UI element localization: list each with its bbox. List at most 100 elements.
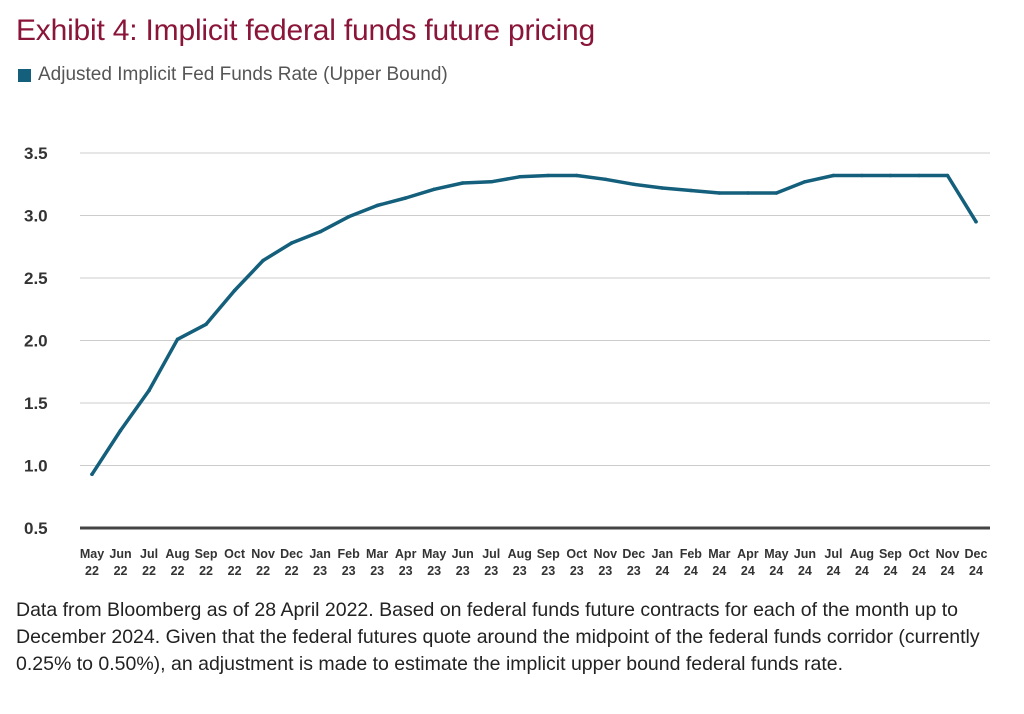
data-point [432, 187, 436, 192]
data-point [90, 472, 94, 477]
gridlines [80, 152, 990, 530]
data-point [831, 173, 836, 178]
x-tick-year: 24 [684, 564, 698, 578]
x-tick-month: Sep [537, 547, 560, 561]
y-tick-label: 3.5 [24, 144, 48, 163]
x-tick-month: Dec [965, 547, 988, 561]
x-tick-month: May [764, 547, 788, 561]
x-tick-year: 22 [85, 564, 99, 578]
data-point [346, 214, 351, 219]
data-point [175, 337, 180, 342]
data-point [147, 388, 151, 393]
x-tick-year: 24 [655, 564, 669, 578]
x-tick-year: 24 [912, 564, 926, 578]
x-tick-month: May [422, 547, 446, 561]
x-tick-month: Dec [622, 547, 645, 561]
x-tick-year: 23 [370, 564, 384, 578]
data-point [574, 173, 579, 178]
x-tick-month: Oct [909, 547, 931, 561]
data-point [632, 182, 636, 187]
data-point [860, 173, 864, 178]
data-point [603, 177, 608, 182]
x-tick-month: Aug [850, 547, 874, 561]
x-tick-month: Mar [366, 547, 388, 561]
x-tick-year: 22 [199, 564, 213, 578]
data-point [204, 322, 208, 327]
data-point [232, 288, 237, 293]
x-tick-month: Jul [482, 547, 500, 561]
data-point [375, 203, 379, 208]
x-tick-year: 22 [142, 564, 156, 578]
x-tick-year: 23 [627, 564, 641, 578]
x-tick-year: 22 [285, 564, 299, 578]
y-tick-label: 3.0 [24, 207, 48, 226]
x-tick-month: Aug [508, 547, 532, 561]
y-tick-label: 2.0 [24, 332, 48, 351]
x-tick-year: 23 [399, 564, 413, 578]
x-tick-year: 24 [741, 564, 755, 578]
x-tick-year: 23 [541, 564, 555, 578]
data-point [660, 186, 665, 190]
y-tick-label: 2.5 [24, 269, 48, 288]
data-point [717, 191, 722, 195]
data-point [289, 241, 294, 245]
x-tick-month: Sep [879, 547, 902, 561]
x-tick-year: 24 [855, 564, 869, 578]
x-tick-year: 22 [114, 564, 128, 578]
line-chart: 3.5 3.0 2.5 2.0 1.5 1.0 0.5 May 22 Jun 22 Jul 22 Aug… [24, 144, 990, 578]
series-line [90, 173, 978, 477]
x-tick-year: 23 [342, 564, 356, 578]
x-tick-year: 23 [570, 564, 584, 578]
x-tick-month: Apr [737, 547, 759, 561]
x-tick-month: Jun [109, 547, 131, 561]
legend: Adjusted Implicit Fed Funds Rate (Upper … [18, 64, 448, 86]
x-tick-year: 23 [484, 564, 498, 578]
data-point [917, 173, 921, 178]
x-tick-year: 24 [883, 564, 897, 578]
data-point [746, 191, 750, 195]
x-tick-month: Feb [338, 547, 361, 561]
x-tick-year: 22 [171, 564, 185, 578]
y-axis-ticks: 3.5 3.0 2.5 2.0 1.5 1.0 0.5 [24, 144, 48, 538]
x-tick-month: Jan [652, 547, 674, 561]
data-point [261, 258, 265, 263]
x-tick-month: Jul [140, 547, 158, 561]
data-point [118, 428, 123, 433]
x-tick-month: Apr [395, 547, 417, 561]
x-tick-year: 23 [456, 564, 470, 578]
series-group [90, 173, 978, 477]
x-tick-month: Oct [566, 547, 588, 561]
data-point [546, 173, 551, 178]
data-point [974, 219, 978, 224]
x-tick-year: 24 [798, 564, 812, 578]
x-tick-year: 24 [769, 564, 783, 578]
x-tick-month: Dec [280, 547, 303, 561]
data-point [318, 229, 322, 234]
x-tick-year: 23 [513, 564, 527, 578]
x-tick-month: Aug [165, 547, 189, 561]
y-tick-label: 1.5 [24, 394, 48, 413]
x-tick-month: Jun [452, 547, 474, 561]
x-tick-month: Sep [195, 547, 218, 561]
data-point [803, 179, 807, 184]
x-tick-year: 22 [256, 564, 270, 578]
x-tick-month: Mar [708, 547, 730, 561]
x-tick-year: 23 [598, 564, 612, 578]
chart-title: Exhibit 4: Implicit federal funds future… [16, 14, 596, 47]
x-tick-month: Jan [309, 547, 331, 561]
x-axis-ticks: May 22 Jun 22 Jul 22 Aug 22 Sep 22 Oct 22 Nov 22 Dec 22… [80, 547, 988, 578]
legend-swatch [18, 68, 31, 82]
legend-label: Adjusted Implicit Fed Funds Rate (Upper … [38, 64, 448, 85]
x-tick-month: Nov [593, 547, 617, 561]
x-tick-month: Jul [824, 547, 842, 561]
data-point [945, 173, 950, 178]
x-tick-month: Jun [794, 547, 816, 561]
data-point [489, 179, 494, 184]
data-point [460, 181, 465, 185]
x-tick-month: Nov [251, 547, 275, 561]
data-point [774, 191, 779, 195]
x-tick-month: Feb [680, 547, 703, 561]
x-tick-month: Oct [224, 547, 246, 561]
x-tick-year: 24 [826, 564, 840, 578]
x-tick-year: 24 [941, 564, 955, 578]
